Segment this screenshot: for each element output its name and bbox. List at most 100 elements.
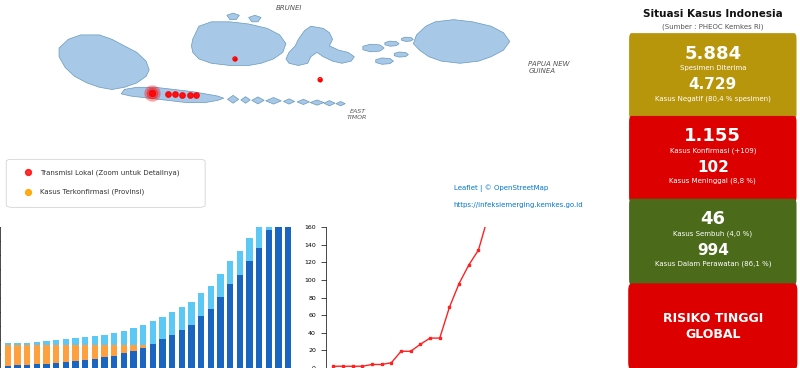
Bar — [150, 345, 156, 368]
Bar — [140, 325, 146, 368]
Bar — [208, 286, 214, 368]
FancyBboxPatch shape — [6, 159, 205, 207]
Bar — [92, 345, 98, 368]
Bar — [24, 346, 30, 368]
Bar — [130, 328, 137, 368]
Bar — [72, 345, 78, 368]
Point — [146, 90, 158, 96]
Point — [229, 56, 242, 62]
Bar — [198, 345, 204, 368]
Bar — [34, 346, 40, 368]
Bar — [14, 343, 21, 368]
Bar — [43, 341, 50, 368]
Bar — [82, 337, 88, 368]
Polygon shape — [394, 52, 408, 57]
Bar — [188, 302, 194, 368]
Bar — [159, 316, 166, 368]
Polygon shape — [402, 37, 414, 42]
Bar — [82, 345, 88, 368]
Text: Kasus Terkonfirmasi (Provinsi): Kasus Terkonfirmasi (Provinsi) — [41, 189, 145, 195]
Text: EAST
TIMOR: EAST TIMOR — [347, 109, 368, 120]
Point — [176, 92, 189, 98]
Text: RISIKO TINGGI
GLOBAL: RISIKO TINGGI GLOBAL — [662, 312, 763, 341]
Polygon shape — [385, 41, 399, 46]
Polygon shape — [376, 58, 394, 64]
Bar — [266, 345, 272, 368]
Polygon shape — [241, 97, 250, 103]
Polygon shape — [249, 15, 261, 22]
Polygon shape — [227, 95, 238, 103]
Bar — [92, 359, 98, 368]
Bar — [102, 335, 108, 368]
Point — [146, 90, 158, 96]
Text: Situasi Kasus Indonesia: Situasi Kasus Indonesia — [643, 9, 782, 19]
Text: Spesimen Diterima: Spesimen Diterima — [679, 65, 746, 71]
Bar — [53, 363, 59, 368]
Text: 1.155: 1.155 — [684, 127, 742, 145]
Text: Kasus Meninggal (8,8 %): Kasus Meninggal (8,8 %) — [670, 178, 756, 184]
Text: Kasus Dalam Perawatan (86,1 %): Kasus Dalam Perawatan (86,1 %) — [654, 261, 771, 267]
Bar — [24, 343, 30, 368]
Bar — [237, 251, 243, 368]
Bar — [266, 230, 272, 368]
Polygon shape — [283, 99, 294, 104]
Bar — [53, 340, 59, 368]
Bar — [82, 360, 88, 368]
Polygon shape — [363, 44, 384, 52]
Bar — [121, 353, 127, 368]
Point — [169, 92, 182, 98]
Bar — [256, 248, 262, 368]
Bar — [227, 284, 234, 368]
Bar — [102, 345, 108, 368]
Text: Leaflet | © OpenStreetMap: Leaflet | © OpenStreetMap — [454, 184, 548, 191]
Bar — [169, 335, 175, 368]
FancyBboxPatch shape — [628, 283, 798, 368]
Polygon shape — [286, 26, 354, 66]
Bar — [218, 297, 224, 368]
Text: (Sumber : PHEOC Kemkes RI): (Sumber : PHEOC Kemkes RI) — [662, 24, 763, 31]
Bar — [227, 262, 234, 368]
Polygon shape — [414, 20, 510, 63]
Bar — [150, 321, 156, 368]
Bar — [256, 224, 262, 368]
Bar — [92, 336, 98, 368]
Bar — [34, 364, 40, 368]
Text: Transmisi Lokal (Zoom untuk Detailnya): Transmisi Lokal (Zoom untuk Detailnya) — [41, 169, 180, 176]
Bar — [5, 343, 11, 368]
Polygon shape — [297, 99, 310, 105]
Bar — [62, 345, 69, 368]
Polygon shape — [252, 97, 264, 104]
Bar — [246, 238, 253, 368]
Polygon shape — [191, 22, 286, 66]
Bar — [159, 339, 166, 368]
FancyBboxPatch shape — [629, 33, 797, 120]
Text: 5.884: 5.884 — [684, 45, 742, 63]
Text: 994: 994 — [697, 243, 729, 258]
Bar — [178, 330, 185, 368]
Bar — [24, 365, 30, 368]
Point — [314, 77, 326, 82]
Bar — [111, 333, 118, 368]
Bar — [111, 355, 118, 368]
Bar — [246, 261, 253, 368]
FancyBboxPatch shape — [629, 116, 797, 202]
Bar — [218, 345, 224, 368]
Bar — [237, 275, 243, 368]
Bar — [14, 365, 21, 368]
Polygon shape — [324, 100, 335, 106]
Bar — [140, 345, 146, 368]
FancyBboxPatch shape — [629, 199, 797, 285]
Point — [190, 92, 202, 98]
Point — [162, 91, 174, 97]
Polygon shape — [122, 87, 224, 103]
Text: Kasus Konfirmasi (+109): Kasus Konfirmasi (+109) — [670, 148, 756, 154]
Polygon shape — [310, 100, 324, 105]
Bar — [72, 361, 78, 368]
Bar — [198, 316, 204, 368]
Bar — [198, 293, 204, 368]
Bar — [53, 345, 59, 368]
Bar — [121, 345, 127, 368]
Bar — [62, 339, 69, 368]
Bar — [188, 325, 194, 368]
Bar — [208, 308, 214, 368]
